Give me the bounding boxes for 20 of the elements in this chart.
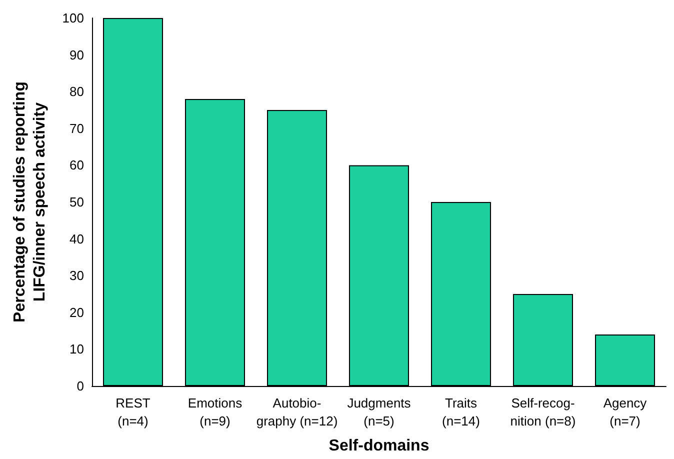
y-tick-label: 100 <box>62 10 84 26</box>
y-tick-label: 0 <box>76 378 84 394</box>
x-tick-label: Agency (n=7) <box>603 396 648 428</box>
y-tick-label: 30 <box>70 268 84 284</box>
y-tick-label: 80 <box>70 84 84 100</box>
y-tick-label: 50 <box>70 194 84 210</box>
x-tick-label: REST (n=4) <box>116 396 150 428</box>
x-tick-label: Emotions (n=9) <box>188 396 243 428</box>
x-tick-label: Self-recog- nition (n=8) <box>510 396 576 428</box>
y-tick-label: 70 <box>70 120 84 136</box>
y-tick-label: 90 <box>70 47 84 62</box>
y-tick-label: 60 <box>70 158 84 173</box>
y-tick-label: 40 <box>70 231 84 246</box>
y-tick-label: 10 <box>70 342 84 357</box>
x-tick-label: Autobio- graphy (n=12) <box>256 396 338 428</box>
y-tick-label: 20 <box>70 304 84 320</box>
x-tick-label: Judgments (n=5) <box>347 396 412 428</box>
y-axis-title: Percentage of studies reporting LIFG/inner speech activity <box>12 82 48 322</box>
x-tick-label: Traits (n=14) <box>442 396 480 428</box>
x-axis-title: Self-domains <box>328 438 430 454</box>
